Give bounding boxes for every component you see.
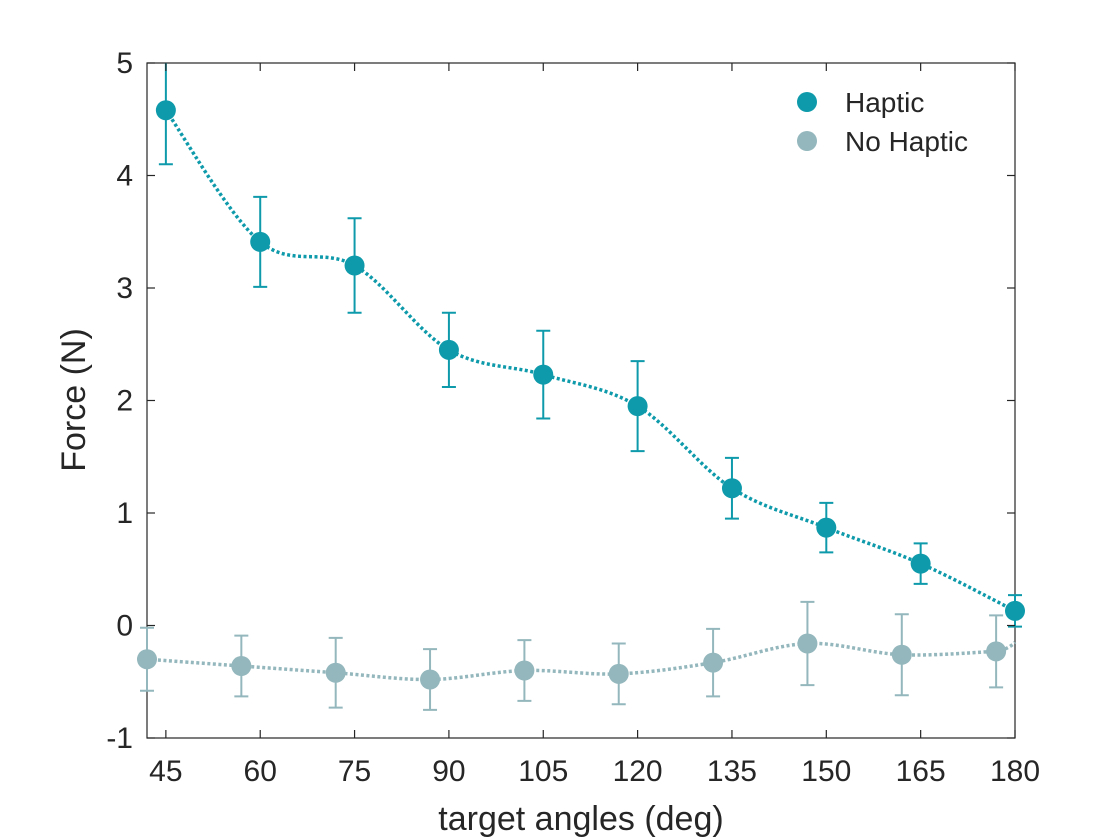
y-axis-ticks: -1 0 1 2 3 4 5 <box>106 47 1015 755</box>
y-tick-label: 5 <box>116 47 133 80</box>
x-tick-label: 135 <box>707 755 757 788</box>
y-tick-label: 3 <box>116 272 133 305</box>
x-axis-ticks: 45 60 75 90 105 120 135 150 165 180 <box>149 63 1040 788</box>
data-point-haptic <box>816 517 837 538</box>
data-point-no-haptic <box>891 644 912 665</box>
x-tick-label: 120 <box>613 755 663 788</box>
data-point-haptic <box>438 339 459 360</box>
y-axis-label: Force (N) <box>55 328 93 472</box>
y-tick-label: -1 <box>106 722 133 755</box>
data-point-haptic <box>250 231 271 252</box>
x-tick-label: 90 <box>432 755 465 788</box>
x-tick-label: 165 <box>896 755 946 788</box>
data-point-haptic <box>721 478 742 499</box>
fit-curves <box>146 109 1017 682</box>
data-point-no-haptic <box>797 633 818 654</box>
y-tick-label: 4 <box>116 160 133 193</box>
data-point-no-haptic <box>325 662 346 683</box>
legend-label-no-haptic: No Haptic <box>845 126 968 157</box>
y-tick-label: 2 <box>116 385 133 418</box>
data-point-no-haptic <box>514 660 535 681</box>
data-point-haptic <box>910 553 931 574</box>
data-point-haptic <box>627 396 648 417</box>
legend: Haptic No Haptic <box>797 87 968 157</box>
data-point-no-haptic <box>231 656 252 676</box>
data-point-no-haptic <box>420 669 441 690</box>
data-point-no-haptic <box>703 652 724 673</box>
x-tick-label: 150 <box>801 755 851 788</box>
data-point-no-haptic <box>986 641 1007 662</box>
data-point-no-haptic <box>608 663 629 684</box>
data-point-haptic <box>155 100 176 121</box>
data-points <box>137 100 1025 690</box>
fit-curve-haptic <box>164 109 1016 613</box>
data-point-no-haptic <box>137 649 157 670</box>
y-tick-label: 1 <box>116 497 133 530</box>
x-tick-label: 105 <box>518 755 568 788</box>
legend-label-haptic: Haptic <box>845 87 924 118</box>
legend-marker-no-haptic <box>797 131 817 151</box>
data-point-haptic <box>344 255 365 276</box>
legend-marker-haptic <box>797 92 817 112</box>
x-tick-label: 75 <box>338 755 371 788</box>
y-tick-label: 0 <box>116 610 133 643</box>
data-point-haptic <box>533 364 554 385</box>
x-axis-label: target angles (deg) <box>438 800 723 838</box>
x-tick-label: 180 <box>990 755 1040 788</box>
x-tick-label: 45 <box>149 755 182 788</box>
plot-frame <box>146 62 1016 739</box>
data-point-haptic <box>1005 600 1025 621</box>
x-tick-label: 60 <box>244 755 277 788</box>
